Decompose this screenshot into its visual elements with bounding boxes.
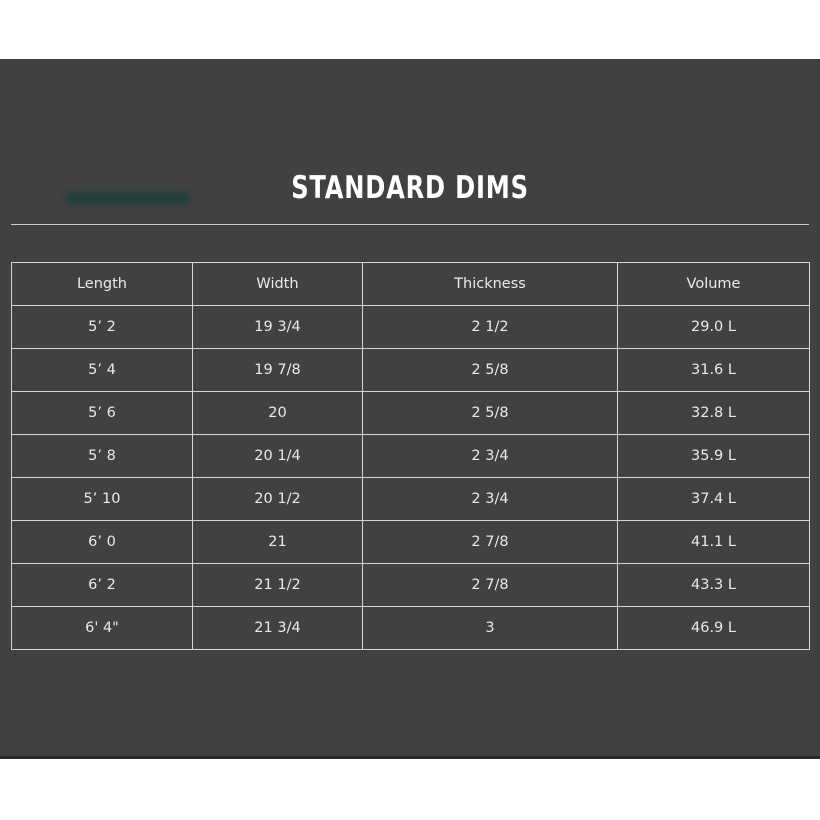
header-length: Length	[11, 262, 193, 306]
table-row: 6’ 0 21 2 7/8 41.1 L	[11, 520, 810, 564]
table-body: 5’ 2 19 3/4 2 1/2 29.0 L 5’ 4 19 7/8 2 5/8 31.6…	[11, 305, 810, 650]
cell-thickness: 2 5/8	[362, 391, 618, 435]
cell-volume: 29.0 L	[617, 305, 810, 349]
cell-volume: 41.1 L	[617, 520, 810, 564]
cell-width: 20 1/2	[192, 477, 363, 521]
cell-length: 6’ 0	[11, 520, 193, 564]
cell-length: 5’ 4	[11, 348, 193, 392]
cell-volume: 35.9 L	[617, 434, 810, 478]
header-width: Width	[192, 262, 363, 306]
table-row: 6’ 2 21 1/2 2 7/8 43.3 L	[11, 563, 810, 607]
cell-volume: 46.9 L	[617, 606, 810, 650]
cell-thickness: 2 7/8	[362, 563, 618, 607]
page-title: STANDARD DIMS	[291, 170, 529, 206]
table-row: 6' 4" 21 3/4 3 46.9 L	[11, 606, 810, 650]
cell-thickness: 2 3/4	[362, 434, 618, 478]
blurred-background-button	[65, 192, 190, 205]
dims-table: Length Width Thickness Volume 5’ 2 19 3/4…	[11, 262, 810, 650]
header-thickness: Thickness	[362, 262, 618, 306]
cell-thickness: 3	[362, 606, 618, 650]
cell-width: 20	[192, 391, 363, 435]
cell-length: 6’ 2	[11, 563, 193, 607]
cell-width: 21 1/2	[192, 563, 363, 607]
cell-thickness: 2 1/2	[362, 305, 618, 349]
panel-bottom-edge	[0, 756, 820, 759]
cell-width: 21 3/4	[192, 606, 363, 650]
table-row: 5’ 6 20 2 5/8 32.8 L	[11, 391, 810, 435]
cell-width: 20 1/4	[192, 434, 363, 478]
cell-volume: 31.6 L	[617, 348, 810, 392]
table-row: 5’ 4 19 7/8 2 5/8 31.6 L	[11, 348, 810, 392]
cell-width: 19 7/8	[192, 348, 363, 392]
cell-thickness: 2 3/4	[362, 477, 618, 521]
table-row: 5’ 2 19 3/4 2 1/2 29.0 L	[11, 305, 810, 349]
title-divider	[11, 224, 809, 225]
cell-length: 6' 4"	[11, 606, 193, 650]
table-row: 5’ 8 20 1/4 2 3/4 35.9 L	[11, 434, 810, 478]
cell-volume: 32.8 L	[617, 391, 810, 435]
cell-length: 5’ 8	[11, 434, 193, 478]
cell-volume: 43.3 L	[617, 563, 810, 607]
table-header-row: Length Width Thickness Volume	[11, 262, 810, 306]
cell-width: 21	[192, 520, 363, 564]
cell-width: 19 3/4	[192, 305, 363, 349]
cell-length: 5’ 6	[11, 391, 193, 435]
header-volume: Volume	[617, 262, 810, 306]
cell-length: 5’ 10	[11, 477, 193, 521]
table-row: 5’ 10 20 1/2 2 3/4 37.4 L	[11, 477, 810, 521]
cell-thickness: 2 5/8	[362, 348, 618, 392]
cell-thickness: 2 7/8	[362, 520, 618, 564]
cell-volume: 37.4 L	[617, 477, 810, 521]
cell-length: 5’ 2	[11, 305, 193, 349]
